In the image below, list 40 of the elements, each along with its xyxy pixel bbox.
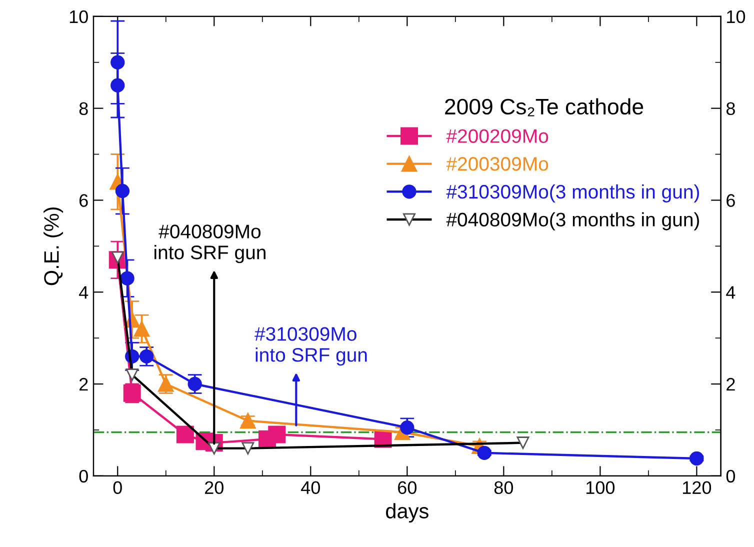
point bbox=[134, 320, 150, 337]
legend-label: #200209Mo bbox=[446, 129, 548, 143]
y2-tick-label: 4 bbox=[726, 286, 736, 299]
point bbox=[188, 376, 202, 392]
point bbox=[110, 78, 125, 92]
point bbox=[115, 184, 130, 198]
y-tick-label: 0 bbox=[79, 470, 88, 483]
y-tick-label: 4 bbox=[79, 286, 88, 299]
y2-tick-label: 2 bbox=[726, 378, 735, 391]
legend-label: #310309Mo(3 months in gun) bbox=[446, 184, 700, 202]
point bbox=[110, 55, 125, 70]
y2-tick-label: 6 bbox=[726, 194, 735, 207]
x-tick-label: 40 bbox=[301, 481, 320, 494]
legend-title: 2009 Cs₂Te cathode bbox=[445, 98, 644, 116]
point bbox=[120, 271, 134, 286]
x-tick-label: 60 bbox=[398, 481, 416, 494]
x-tick-label: 80 bbox=[494, 481, 514, 494]
y-tick-label: 2 bbox=[80, 378, 88, 391]
y2-tick-label: 8 bbox=[726, 102, 735, 116]
point bbox=[400, 420, 414, 435]
x-axis-title: days bbox=[386, 503, 428, 523]
annotation: #040809Mo into SRF gun bbox=[154, 224, 266, 264]
y-tick-label: 8 bbox=[79, 102, 88, 116]
point bbox=[690, 451, 704, 466]
x-tick-label: 20 bbox=[205, 481, 224, 494]
y2-tick-label: 0 bbox=[726, 470, 736, 483]
point bbox=[268, 426, 286, 444]
legend-label: #040809Mo(3 months in gun) bbox=[446, 212, 700, 230]
y-axis-title: Q.E. (%) bbox=[44, 208, 63, 286]
x-tick-label: 100 bbox=[586, 481, 615, 494]
point bbox=[477, 446, 492, 460]
point bbox=[176, 426, 194, 444]
y-tick-label: 6 bbox=[80, 194, 88, 207]
legend-label: #200309Mo bbox=[446, 157, 548, 171]
x-tick-label: 0 bbox=[113, 481, 122, 494]
annotation: #310309Mo into SRF gun bbox=[254, 327, 367, 366]
point bbox=[139, 349, 154, 364]
y-tick-label: 10 bbox=[70, 10, 88, 24]
y2-tick-label: 10 bbox=[727, 10, 746, 24]
x-tick-label: 120 bbox=[683, 481, 712, 494]
